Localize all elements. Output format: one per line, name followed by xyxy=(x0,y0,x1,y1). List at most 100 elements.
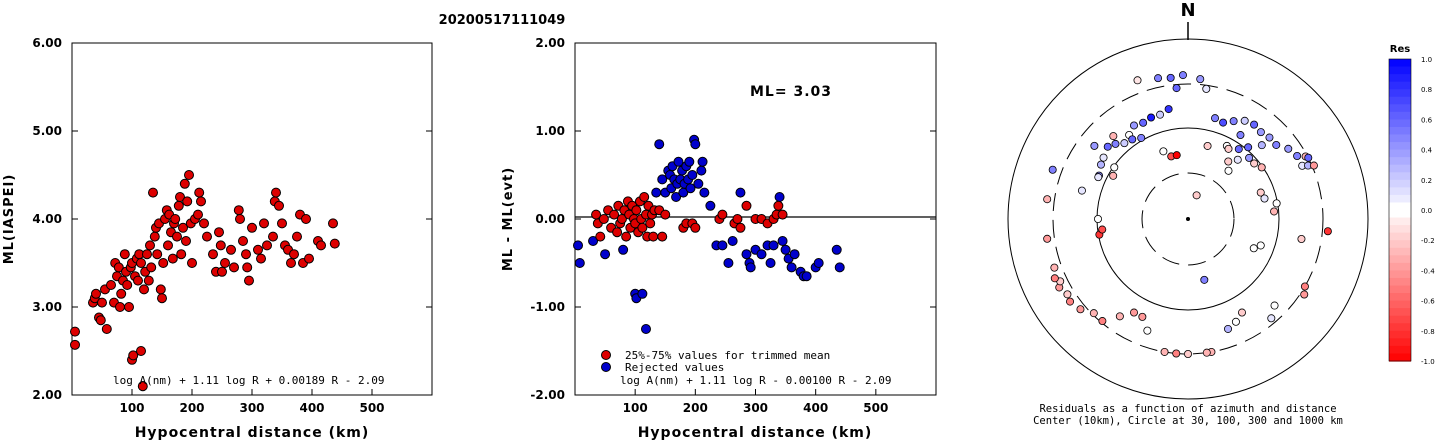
colorbar-cell xyxy=(1389,187,1411,196)
station-residual-point xyxy=(1099,153,1108,162)
ml-point xyxy=(271,187,281,198)
ml-point xyxy=(238,236,248,246)
rejected-point xyxy=(780,244,791,255)
colorbar-cell xyxy=(1389,74,1411,83)
station-residual-point xyxy=(1076,305,1085,314)
ml-x-tick-label: 200 xyxy=(179,401,204,415)
ml-formula: log A(nm) + 1.11 log R + 0.00189 R - 2.0… xyxy=(113,374,385,387)
ml-point xyxy=(91,288,101,299)
ml-point xyxy=(178,222,188,233)
station-residual-point xyxy=(1224,144,1233,153)
used-point xyxy=(621,231,632,242)
station-residual-point xyxy=(1096,160,1105,169)
ml-point xyxy=(214,227,224,238)
station-residual-point xyxy=(1202,84,1211,93)
rejected-point xyxy=(690,139,701,150)
station-residual-point xyxy=(1256,128,1265,137)
ml-point xyxy=(175,192,185,202)
station-residual-point xyxy=(1090,141,1099,150)
ml-y-tick-label: 6.00 xyxy=(32,36,62,50)
legend-marker-used xyxy=(601,350,611,360)
station-residual-point xyxy=(1043,234,1052,243)
station-residual-point xyxy=(1256,188,1265,197)
ml-point xyxy=(122,280,133,290)
ml-point xyxy=(202,231,212,242)
ml-point xyxy=(274,200,284,211)
ml-point xyxy=(226,244,236,255)
station-residual-point xyxy=(1240,116,1249,125)
ml-point xyxy=(217,266,227,277)
rejected-point xyxy=(573,240,584,251)
ml-point xyxy=(235,214,245,224)
colorbar-tick-label: 1.0 xyxy=(1421,56,1432,64)
station-residual-point xyxy=(1111,139,1120,148)
colorbar-cell xyxy=(1389,232,1411,241)
ml-point xyxy=(172,231,182,242)
station-residual-point xyxy=(1300,282,1309,291)
used-point xyxy=(773,200,784,211)
ml-y-ticks: 2.00 3.00 4.00 5.00 6.00 xyxy=(32,36,432,402)
station-residual-point xyxy=(1077,186,1086,195)
station-residual-point xyxy=(1323,227,1332,236)
station-residual-point xyxy=(1159,147,1168,156)
ml-point xyxy=(262,240,272,251)
rejected-point xyxy=(727,236,738,246)
ml-point xyxy=(194,187,205,198)
station-residual-point xyxy=(1203,141,1212,150)
ml-y-tick-label: 4.00 xyxy=(32,212,62,226)
colorbar-cell xyxy=(1389,111,1411,120)
colorbar-cell xyxy=(1389,270,1411,279)
station-residual-point xyxy=(1184,349,1193,358)
colorbar-ticks: 1.0 0.8 0.6 0.4 0.2 0.0 -0.2 -0.4 -0.6 -0.8 -1.0 xyxy=(1421,56,1435,366)
legend-marker-rejected xyxy=(601,362,611,372)
used-point xyxy=(657,231,668,242)
station-residual-point xyxy=(1265,133,1274,142)
ml-event-annotation: ML= 3.03 xyxy=(750,84,832,100)
ml-point xyxy=(289,249,299,260)
figure-title: 20200517111049 xyxy=(439,13,566,28)
station-residual-point xyxy=(1219,118,1228,127)
station-residual-point xyxy=(1202,348,1211,357)
ml-point xyxy=(146,262,157,273)
ml-point xyxy=(143,275,154,286)
circle-30km xyxy=(1141,172,1235,266)
ml-point xyxy=(128,350,139,361)
colorbar-cell xyxy=(1389,66,1411,75)
used-point xyxy=(631,205,642,216)
station-residual-point xyxy=(1172,151,1181,160)
station-residual-point xyxy=(1270,207,1279,216)
colorbar-cell xyxy=(1389,179,1411,188)
rejected-point xyxy=(756,249,767,260)
colorbar-title: Res xyxy=(1390,44,1410,55)
map-caption-line2: Center (10km), Circle at 30, 100, 300 an… xyxy=(1033,415,1343,427)
rejected-point xyxy=(717,240,728,251)
station-residual-point xyxy=(1231,317,1240,326)
ml-y-tick-label: 5.00 xyxy=(32,124,62,138)
station-residual-point xyxy=(1200,275,1209,284)
used-point xyxy=(609,209,620,220)
rejected-point xyxy=(657,174,668,185)
station-residual-point xyxy=(1139,118,1148,127)
ml-point xyxy=(242,262,253,273)
colorbar-cell xyxy=(1389,330,1411,339)
colorbar-cell xyxy=(1389,315,1411,324)
colorbar-cell xyxy=(1389,353,1411,362)
colorbar-tick-label: 0.0 xyxy=(1421,207,1432,215)
colorbar-cell xyxy=(1389,202,1411,211)
station-residual-point xyxy=(1178,71,1187,80)
colorbar-cell xyxy=(1389,338,1411,347)
station-residual-point xyxy=(1098,317,1107,326)
rejected-point xyxy=(693,178,704,189)
ml-point xyxy=(233,205,244,216)
used-point xyxy=(639,192,650,202)
ml-points xyxy=(70,170,340,392)
station-residual-point xyxy=(1120,139,1129,148)
station-residual-point xyxy=(1130,121,1139,130)
north-label: N xyxy=(1180,0,1195,21)
station-residual-point xyxy=(1272,140,1281,149)
rejected-point xyxy=(768,240,779,251)
ml-plot-frame xyxy=(71,42,433,396)
colorbar-tick-label: -1.0 xyxy=(1421,358,1435,366)
colorbar-cell xyxy=(1389,240,1411,249)
rejected-point xyxy=(765,258,776,268)
